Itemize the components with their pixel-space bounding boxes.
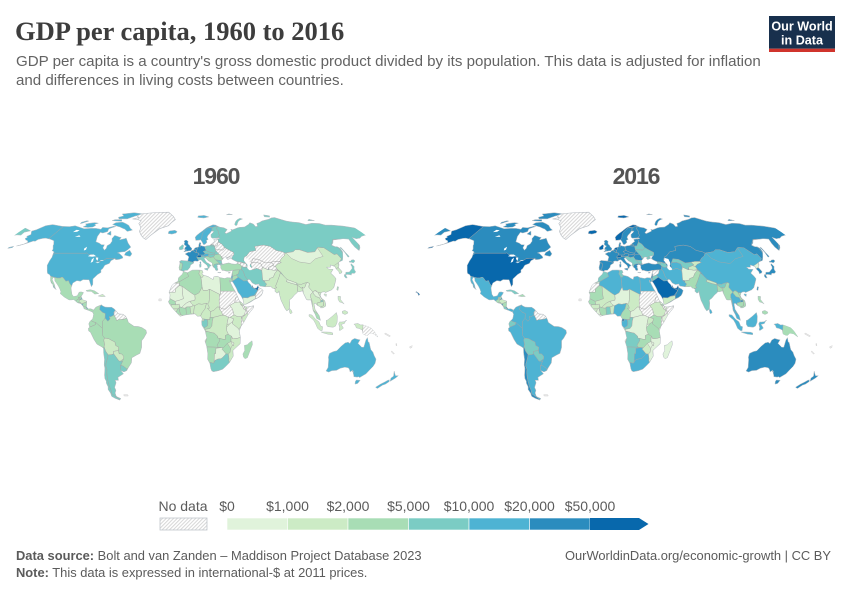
svg-text:Our World: Our World xyxy=(771,20,832,34)
svg-text:and differences in living cost: and differences in living costs between … xyxy=(16,72,344,89)
svg-text:No data: No data xyxy=(158,498,207,514)
svg-text:OurWorldinData.org/economic-gr: OurWorldinData.org/economic-growth | CC … xyxy=(565,548,831,563)
svg-text:$2,000: $2,000 xyxy=(327,498,370,514)
svg-text:Data source: Bolt and van Zand: Data source: Bolt and van Zanden – Maddi… xyxy=(16,548,422,563)
svg-text:GDP per capita is a country's: GDP per capita is a country's gross dome… xyxy=(16,53,761,70)
svg-text:$5,000: $5,000 xyxy=(387,498,430,514)
svg-text:$1,000: $1,000 xyxy=(266,498,309,514)
svg-text:Note: This data is expressed i: Note: This data is expressed in internat… xyxy=(16,565,367,580)
svg-text:$20,000: $20,000 xyxy=(504,498,555,514)
svg-text:2016: 2016 xyxy=(613,163,660,189)
svg-text:$10,000: $10,000 xyxy=(444,498,495,514)
svg-text:$50,000: $50,000 xyxy=(565,498,616,514)
svg-text:GDP per capita, 1960 to 2016: GDP per capita, 1960 to 2016 xyxy=(15,16,344,46)
svg-text:in Data: in Data xyxy=(781,34,824,48)
svg-text:1960: 1960 xyxy=(193,163,240,189)
svg-text:$0: $0 xyxy=(219,498,235,514)
